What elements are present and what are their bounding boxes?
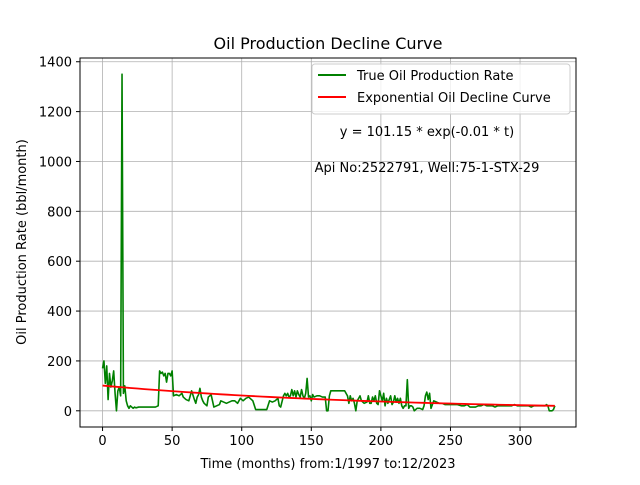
x-tick-label: 300 <box>508 434 533 449</box>
legend-label-exponential-curve: Exponential Oil Decline Curve <box>357 91 551 106</box>
series-line-true-oil-production-rate <box>101 73 556 412</box>
legend: True Oil Production Rate Exponential Oil… <box>311 63 571 115</box>
x-tick-label: 250 <box>438 434 463 449</box>
x-tick-label: 200 <box>368 434 393 449</box>
y-axis-label: Oil Production Rate (bbl/month) <box>15 139 30 345</box>
y-tick-label: 1000 <box>39 155 72 170</box>
y-tick-label: 0 <box>64 405 72 420</box>
series-layer <box>101 73 556 412</box>
y-tick-label: 400 <box>47 305 72 320</box>
y-tick-label: 1400 <box>39 56 72 71</box>
y-tick-label: 200 <box>47 355 72 370</box>
x-tick-label: 0 <box>98 434 106 449</box>
plot-frame <box>79 57 577 428</box>
x-axis-label: Time (months) from:1/1997 to:12/2023 <box>199 457 455 472</box>
chart-title: Oil Production Decline Curve <box>214 34 443 53</box>
x-tick-label: 100 <box>229 434 254 449</box>
ticks: 0 50 100 150 200 250 300 0 200 400 600 800 1000 1200 1… <box>39 56 533 449</box>
legend-label-true-rate: True Oil Production Rate <box>356 69 513 84</box>
legend-box <box>311 63 571 115</box>
y-tick-label: 800 <box>47 205 72 220</box>
x-tick-label: 150 <box>299 434 324 449</box>
y-tick-label: 600 <box>47 255 72 270</box>
y-tick-label: 1200 <box>39 106 72 121</box>
series-line-exponential-decline-curve <box>102 384 555 407</box>
x-tick-label: 50 <box>164 434 181 449</box>
well-annotation: Api No:2522791, Well:75-1-STX-29 <box>315 161 540 176</box>
equation-annotation: y = 101.15 * exp(-0.01 * t) <box>340 125 514 140</box>
